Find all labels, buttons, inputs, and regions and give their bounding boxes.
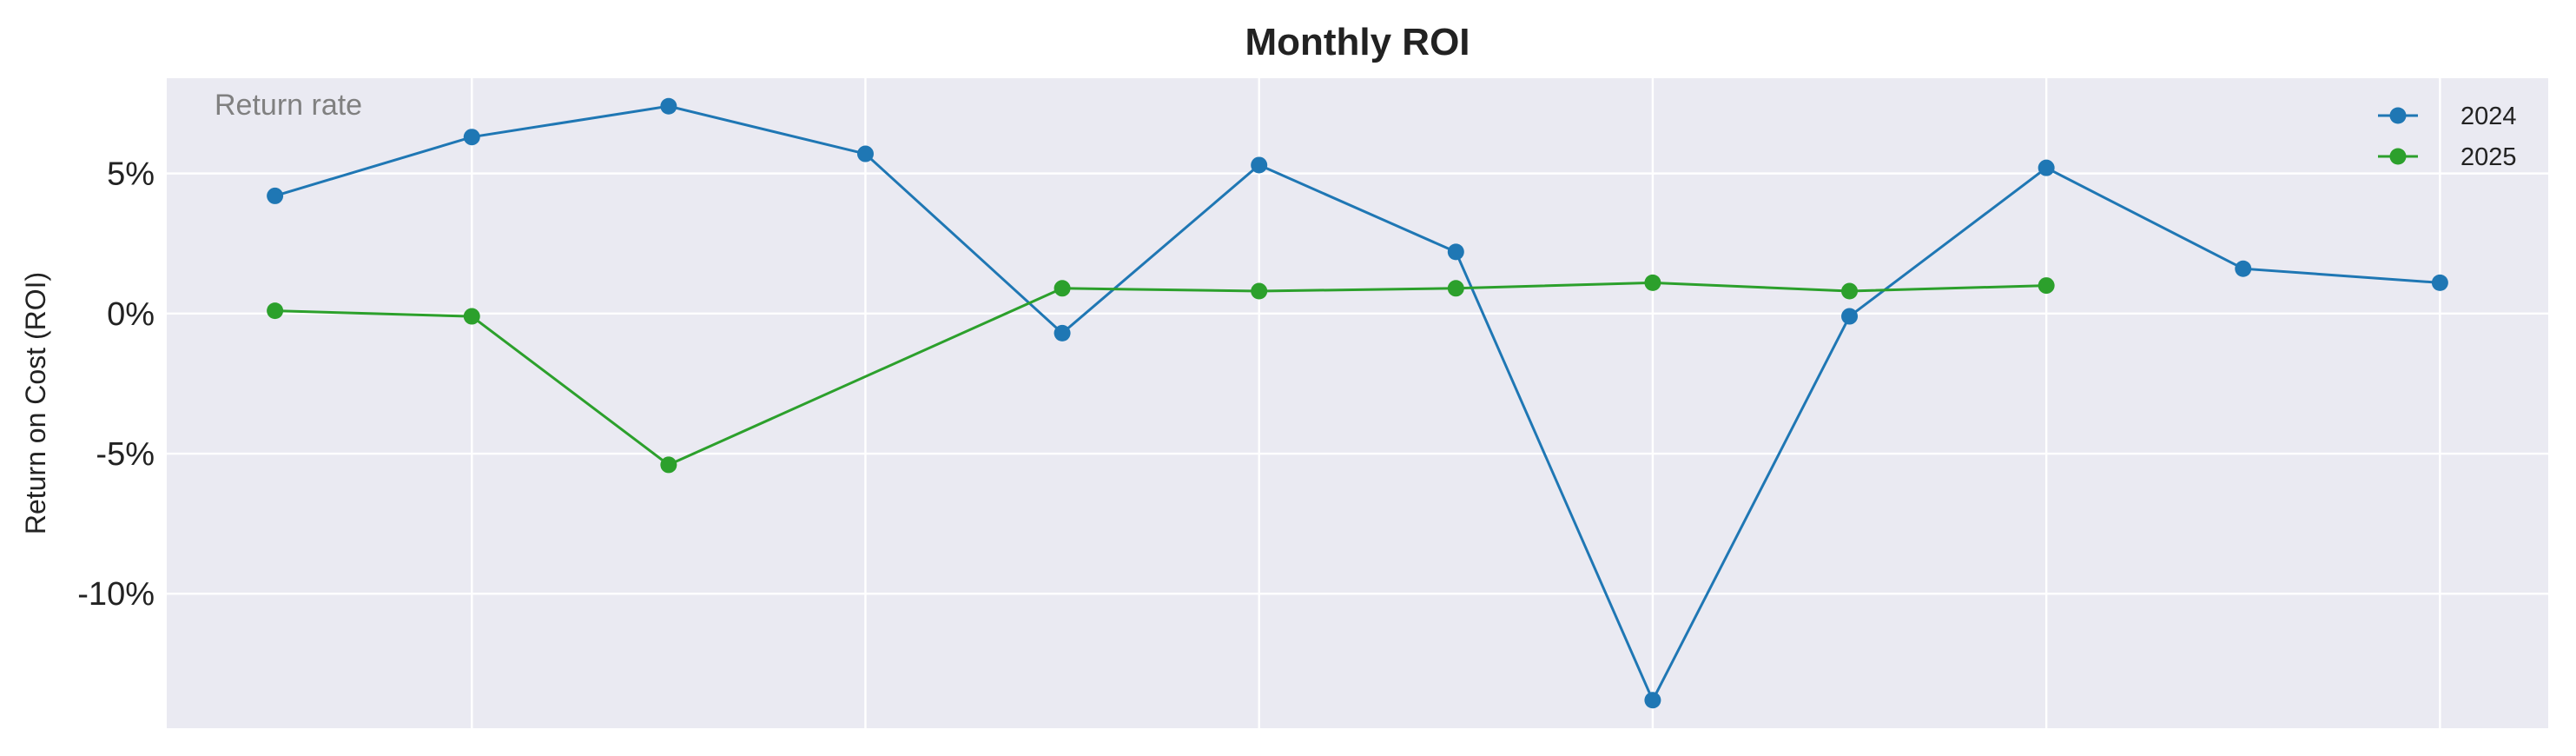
y-tick-label: 5%: [107, 156, 155, 193]
data-point-2025: [463, 308, 480, 325]
data-point-2024: [2038, 159, 2055, 176]
y-tick-labels: 5% 0% -5% -10%: [77, 156, 155, 613]
data-point-2025: [1054, 280, 1071, 297]
data-point-2025: [1644, 274, 1661, 291]
plot-area: [167, 78, 2548, 728]
y-axis-label: Return on Cost (ROI): [20, 272, 51, 534]
legend-marker-2024: [2389, 107, 2407, 124]
legend-marker-2025: [2389, 148, 2407, 165]
data-point-2025: [2038, 277, 2055, 295]
data-point-2025: [1251, 282, 1268, 300]
data-point-2024: [1054, 324, 1071, 342]
data-point-2025: [1841, 282, 1859, 300]
y-tick-label: -5%: [96, 436, 155, 473]
data-point-2025: [660, 456, 677, 474]
data-point-2024: [2431, 274, 2448, 291]
series-line-2024: [274, 104, 2441, 704]
annotation-label: Return rate: [215, 89, 362, 122]
data-point-2024: [463, 129, 480, 146]
data-point-2024: [1447, 243, 1464, 261]
data-point-2024: [1841, 308, 1859, 325]
data-point-2024: [660, 97, 677, 115]
data-point-2025: [1447, 280, 1464, 297]
chart-title: Monthly ROI: [1245, 21, 1470, 63]
legend-label-2024: 2024: [2460, 103, 2517, 130]
data-point-2025: [267, 302, 284, 320]
data-point-2024: [856, 145, 874, 162]
data-point-2024: [267, 187, 284, 204]
series-layer: [267, 97, 2448, 709]
grid-lines: [167, 78, 2548, 728]
data-point-2024: [2235, 260, 2252, 277]
y-tick-label: 0%: [107, 296, 155, 333]
legend: 2024 2025: [2378, 103, 2517, 171]
data-point-2024: [1644, 692, 1661, 709]
data-point-2024: [1251, 156, 1268, 174]
legend-label-2025: 2025: [2460, 143, 2517, 171]
y-tick-label: -10%: [77, 576, 155, 613]
